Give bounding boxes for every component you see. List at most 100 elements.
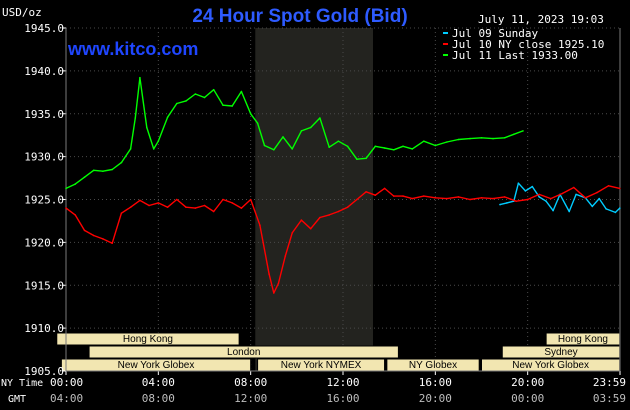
series-point-1 [374,194,377,196]
market-london-label: London [227,347,260,358]
series-point-1 [185,206,187,208]
series-point-0 [506,202,508,204]
series-point-1 [503,196,506,198]
series-point-1 [561,192,564,195]
series-point-1 [596,191,598,194]
series-point-1 [74,214,76,216]
series-point-2 [423,140,425,142]
series-point-1 [284,255,287,257]
unit-label: USD/oz [2,6,42,19]
series-point-1 [194,207,197,209]
series-point-2 [446,141,448,143]
gmt-label: GMT [8,394,26,405]
series-point-1 [328,214,331,216]
series-point-2 [492,137,494,140]
series-point-2 [291,148,294,150]
series-point-2 [480,137,483,139]
series-point-2 [139,76,141,79]
market-new-york-globex-late-label: New York Globex [512,360,589,371]
y-tick-label: 1945.0 [24,22,64,35]
x-tick-label-ny: 12:00 [326,376,359,389]
legend-item: Jul 09 Sunday [452,27,538,40]
market-hong-kong-box [56,332,240,346]
series-point-1 [383,187,386,190]
series-point-2 [231,105,233,107]
series-point-2 [503,137,506,139]
series-point-2 [457,138,460,141]
series-point-0 [545,200,547,202]
series-point-2 [393,149,395,151]
series-point-2 [300,130,303,132]
series-point-2 [222,104,224,106]
series-point-1 [231,202,233,204]
series-point-2 [346,145,349,148]
series-point-2 [134,117,137,119]
series-point-1 [176,198,178,201]
series-point-2 [365,157,367,160]
series-point-1 [129,206,132,208]
x-tick-label-gmt: 00:00 [511,392,544,405]
series-point-2 [157,140,160,142]
series-point-2 [203,96,206,99]
series-point-0 [568,210,570,213]
y-tick-label: 1925.0 [24,194,64,207]
series-point-1 [469,198,471,201]
series-point-1 [492,197,494,200]
series-point-1 [356,198,358,201]
series-point-2 [102,170,104,172]
series-point-1 [157,202,160,204]
series-point-2 [212,88,215,91]
series-point-2 [111,168,113,171]
market-london-box [88,345,399,359]
x-tick-label-ny: 20:00 [511,376,544,389]
series-point-0 [575,193,577,196]
x-axis: 00:00 04:00 04:00 08:00 08:00 12:00 12:00 16:00… [1,28,626,405]
series-point-1 [268,273,270,275]
series-point-1 [607,185,610,187]
series-point-1 [550,197,552,200]
y-tick-label: 1910.0 [24,322,64,335]
series-point-1 [411,197,414,200]
y-axis: 1945.0 1940.0 1935.0 1930.0 1925.0 1920.0 1915… [24,22,67,378]
series-point-2 [356,158,358,160]
market-new-york-nymex-label: New York NYMEX [281,360,362,371]
series-point-0 [598,197,600,200]
x-tick-label-gmt: 04:00 [50,392,83,405]
series-line-1 [65,185,620,294]
series-point-2 [185,100,187,102]
series-point-1 [249,198,252,201]
series-point-2 [65,187,67,190]
series-point-2 [522,130,524,132]
series-point-1 [584,197,587,199]
market-sydney-label: Sydney [544,347,577,358]
series-point-2 [83,176,86,178]
ny-time-label: NY Time [1,378,43,389]
series-point-1 [619,187,621,190]
series-point-0 [605,208,607,210]
series-point-2 [152,148,155,150]
series-point-0 [524,190,527,192]
series-point-2 [411,148,414,150]
series-point-2 [434,144,437,147]
series-point-1 [222,198,224,201]
series-point-0 [552,209,554,212]
x-tick-label-ny: 04:00 [142,376,175,389]
series-point-1 [139,199,141,202]
series-point-1 [402,195,404,197]
series-point-1 [203,204,206,207]
x-tick-label-gmt: 16:00 [326,392,359,405]
series-point-1 [277,282,280,285]
market-hong-kong-label: Hong Kong [123,334,173,345]
series-point-2 [383,147,386,149]
series-point-0 [531,185,534,188]
series-point-1 [65,207,67,209]
series-point-1 [337,210,340,213]
series-point-1 [240,207,243,209]
y-tick-label: 1935.0 [24,108,64,121]
series-point-1 [526,198,529,201]
series-point-1 [300,219,303,221]
series-point-2 [402,145,404,148]
series-point-1 [346,206,349,208]
series-point-1 [446,197,448,200]
